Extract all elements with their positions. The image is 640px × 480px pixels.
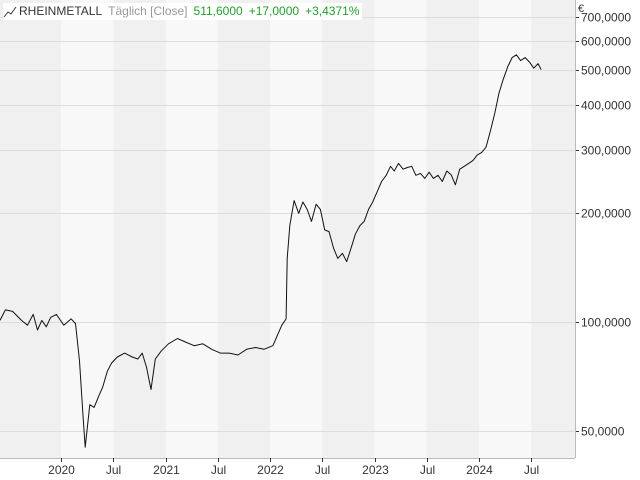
background-bands <box>0 0 575 458</box>
x-tick-label: 2022 <box>257 463 284 477</box>
y-tick-label: 100,0000 <box>581 316 631 330</box>
background-band <box>374 0 427 458</box>
y-tick-label: 400,0000 <box>581 99 631 113</box>
instrument-name: RHEINMETALL <box>19 4 103 18</box>
background-band <box>113 0 166 458</box>
x-tick-label: 2020 <box>48 463 75 477</box>
price-change: +17,0000 <box>248 4 300 18</box>
y-tick-label: 200,0000 <box>581 207 631 221</box>
trend-line-icon <box>3 6 17 18</box>
currency-label: € <box>578 3 585 15</box>
x-tick-label: 2024 <box>466 463 493 477</box>
x-tick-label: Jul <box>211 463 226 477</box>
background-band <box>426 0 480 458</box>
x-tick-label: Jul <box>315 463 330 477</box>
y-tick-label: 300,0000 <box>581 144 631 158</box>
background-band <box>61 0 114 458</box>
x-tick-label: Jul <box>524 463 539 477</box>
price-line <box>0 54 542 448</box>
y-tick-labels: 50,0000 100,0000 200,0000 300,0000 400,0000 5… <box>581 11 631 439</box>
background-band <box>322 0 375 458</box>
background-band <box>217 0 271 458</box>
price-change-percent: +3,4371% <box>305 4 360 18</box>
x-tick-label: Jul <box>106 463 121 477</box>
background-band <box>531 0 575 458</box>
x-tick-labels: 2020 Jul 2021 Jul 2022 Jul 2023 Jul 2024 Jul <box>48 458 539 477</box>
y-tick-label: 700,0000 <box>581 11 631 25</box>
y-tick-label: 50,0000 <box>581 425 625 439</box>
y-tick-label: 600,0000 <box>581 35 631 49</box>
background-band <box>165 0 218 458</box>
last-price: 511,6000 <box>193 4 243 18</box>
x-tick-label: Jul <box>420 463 435 477</box>
y-tick-label: 500,0000 <box>581 64 631 78</box>
chart-header: RHEINMETALL Täglich [Close] 511,6000 +17,00… <box>3 3 363 20</box>
x-tick-label: 2023 <box>362 463 389 477</box>
background-band <box>270 0 323 458</box>
interval-label: Täglich [Close] <box>108 4 188 18</box>
background-band <box>479 0 532 458</box>
price-series <box>0 54 542 448</box>
background-band <box>0 0 62 458</box>
gridlines <box>0 17 579 432</box>
x-tick-label: 2021 <box>153 463 180 477</box>
